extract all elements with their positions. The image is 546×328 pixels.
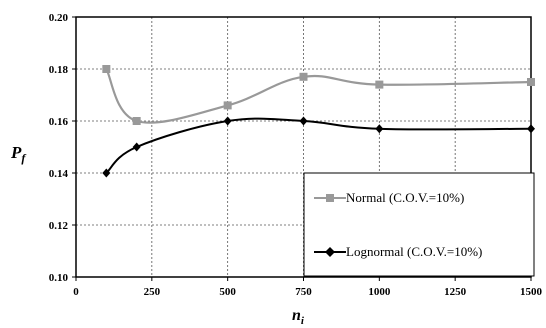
y-tick-label: 0.12 bbox=[49, 220, 69, 232]
legend-label-lognormal: Lognormal (C.O.V.=10%) bbox=[346, 244, 482, 259]
x-axis-title-sub: i bbox=[301, 315, 305, 327]
y-axis-title-sub: f bbox=[21, 151, 26, 165]
y-tick-label: 0.14 bbox=[49, 168, 69, 180]
x-tick-label: 750 bbox=[295, 286, 312, 298]
data-point-normal bbox=[102, 65, 111, 73]
y-axis: 0.10 0.12 0.14 0.16 0.18 0.20 bbox=[49, 12, 76, 284]
data-point-normal bbox=[299, 72, 308, 81]
x-axis: 0 250 500 750 1000 1250 1500 bbox=[73, 277, 543, 298]
x-tick-label: 1500 bbox=[520, 286, 543, 298]
data-point-lognormal bbox=[223, 116, 232, 126]
data-point-lognormal bbox=[102, 168, 111, 178]
data-point-normal bbox=[527, 78, 535, 86]
data-point-lognormal bbox=[375, 124, 384, 134]
x-tick-label: 0 bbox=[73, 286, 79, 298]
series-layer bbox=[102, 65, 535, 178]
data-point-lognormal bbox=[132, 142, 141, 152]
data-point-normal bbox=[223, 101, 232, 110]
y-tick-label: 0.16 bbox=[49, 116, 69, 128]
series-line-lognormal bbox=[105, 117, 532, 174]
x-tick-label: 1000 bbox=[368, 286, 391, 298]
data-point-normal bbox=[132, 117, 141, 125]
data-point-lognormal bbox=[527, 124, 535, 134]
y-tick-label: 0.18 bbox=[49, 64, 69, 76]
legend-label-normal: Normal (C.O.V.=10%) bbox=[346, 190, 464, 205]
y-axis-title: Pf bbox=[10, 143, 26, 165]
data-point-lognormal bbox=[299, 116, 308, 126]
x-axis-title: ni bbox=[292, 307, 305, 327]
x-tick-label: 250 bbox=[144, 286, 161, 298]
legend-marker-normal bbox=[326, 194, 334, 202]
y-tick-label: 0.20 bbox=[49, 12, 69, 24]
y-tick-label: 0.10 bbox=[49, 272, 69, 284]
series-line-normal bbox=[105, 68, 532, 124]
legend-marker-lognormal bbox=[325, 247, 335, 257]
x-tick-label: 500 bbox=[219, 286, 236, 298]
x-axis-title-main: n bbox=[292, 307, 301, 324]
x-tick-label: 1250 bbox=[444, 286, 467, 298]
legend-box bbox=[303, 172, 535, 277]
data-point-normal bbox=[375, 80, 384, 89]
y-axis-title-main: P bbox=[10, 143, 22, 162]
legend: Normal (C.O.V.=10%) Lognormal (C.O.V.=10… bbox=[303, 172, 535, 277]
